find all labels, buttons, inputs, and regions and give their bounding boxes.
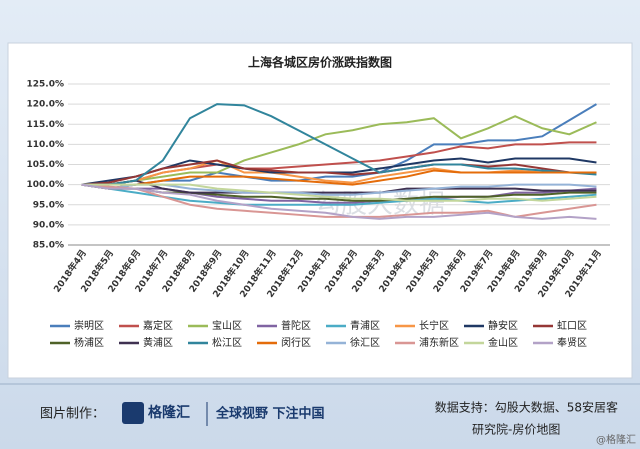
handle: @格隆汇: [596, 433, 636, 446]
logo: 格隆汇: [148, 404, 190, 421]
legend-label: 嘉定区: [143, 319, 173, 332]
credit-label: 图片制作：: [40, 407, 105, 422]
source-line: 研究院-房价地图: [472, 422, 560, 437]
legend-label: 宝山区: [212, 319, 242, 332]
series-line: [81, 183, 597, 202]
legend-label: 徐汇区: [350, 336, 380, 349]
y-tick-label: 95.0%: [33, 200, 64, 210]
logo-icon: [122, 402, 144, 424]
series-line: [81, 179, 597, 194]
legend-label: 金山区: [488, 336, 518, 349]
series-line: [81, 115, 597, 186]
legend-label: 静安区: [488, 319, 518, 332]
series-line: [81, 169, 597, 190]
legend-label: 浦东新区: [419, 336, 459, 349]
legend-label: 奉贤区: [557, 336, 587, 349]
legend-label: 长宁区: [419, 319, 449, 332]
series-line: [81, 103, 597, 186]
y-tick-label: 90.0%: [33, 220, 64, 230]
y-tick-label: 100.0%: [27, 180, 65, 190]
series-line: [81, 159, 597, 186]
legend-label: 黄浦区: [143, 336, 173, 349]
legend-label: 青浦区: [350, 319, 380, 332]
y-tick-label: 105.0%: [27, 160, 65, 170]
y-tick-label: 115.0%: [27, 120, 65, 130]
legend-label: 崇明区: [74, 320, 104, 332]
y-tick-label: 85.0%: [33, 241, 64, 251]
y-tick-label: 120.0%: [27, 100, 65, 110]
series-line: [81, 159, 597, 186]
chart-title: 上海各城区房价涨跌指数图: [248, 55, 392, 70]
legend-label: 松江区: [212, 336, 242, 349]
legend-label: 普陀区: [281, 319, 311, 332]
legend-label: 闵行区: [281, 336, 311, 349]
y-tick-label: 110.0%: [27, 140, 65, 150]
chart-panel: [7, 42, 633, 379]
slogan: 全球视野 下注中国: [215, 406, 325, 422]
series-line: [81, 183, 597, 220]
y-tick-label: 125.0%: [27, 80, 65, 90]
legend-label: 虹口区: [557, 320, 587, 332]
source-line: 数据支持：勾股大数据、58安居客: [435, 400, 618, 415]
legend-label: 杨浦区: [74, 336, 104, 349]
